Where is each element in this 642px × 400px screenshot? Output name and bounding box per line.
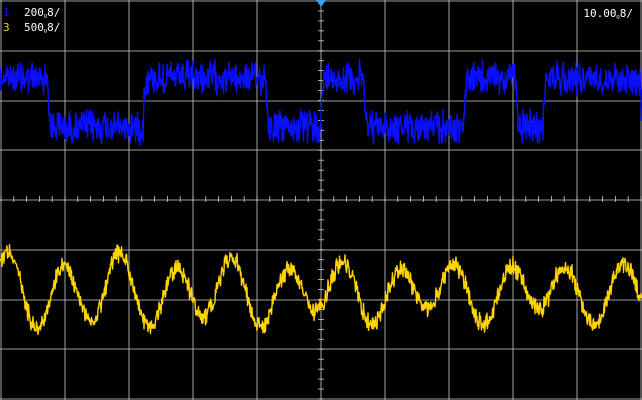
timebase-readout[interactable]: 10.00ᵨ8/ [583, 7, 633, 20]
trigger-position-marker-icon[interactable] [316, 0, 326, 7]
channel1-number[interactable]: 1 [3, 6, 10, 19]
channel1-trace [0, 58, 642, 147]
channel3-trace [0, 243, 642, 335]
channel3-scale[interactable]: 500ᵨ8/ [24, 21, 61, 34]
channel1-scale[interactable]: 200ᵨ8/ [24, 6, 61, 19]
channel3-number[interactable]: 3 [3, 21, 10, 34]
